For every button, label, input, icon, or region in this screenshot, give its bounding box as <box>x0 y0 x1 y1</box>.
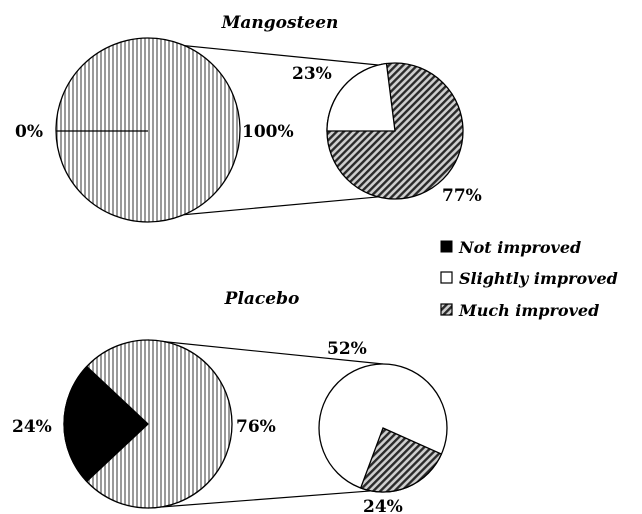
data-label: 76% <box>236 417 276 437</box>
chart-title: Mangosteen <box>221 13 339 33</box>
connector-line <box>147 41 389 67</box>
data-label: 0% <box>15 122 43 142</box>
connector-line <box>147 339 384 365</box>
legend-label: Much improved <box>458 301 599 320</box>
main-pie <box>55 37 241 223</box>
legend-label: Not improved <box>458 238 581 257</box>
pie-slice-much-improved <box>359 427 443 493</box>
breakdown-pie <box>326 62 464 200</box>
legend-swatch-not-improved <box>440 240 453 253</box>
main-pie <box>63 339 233 509</box>
data-label: 52% <box>327 339 367 359</box>
pie-slice-not-improved <box>63 365 149 483</box>
breakdown-pie <box>318 363 448 493</box>
data-label: 23% <box>292 64 332 84</box>
placebo-chart: Placebo 24% 76% 52% 24% <box>12 289 448 514</box>
legend-swatch-slightly-improved <box>440 271 453 284</box>
data-label: 24% <box>12 417 52 437</box>
data-label: 24% <box>363 497 403 514</box>
legend-label: Slightly improved <box>459 269 618 288</box>
legend: Not improved Slightly improved Much impr… <box>440 238 618 320</box>
connector-line <box>147 195 389 219</box>
data-label: 100% <box>242 122 294 142</box>
connector-line <box>147 489 384 509</box>
data-label: 77% <box>442 186 482 206</box>
chart-title: Placebo <box>224 289 300 309</box>
pie-slice-rest <box>55 37 241 223</box>
legend-swatch-much-improved <box>440 303 453 316</box>
pie-slice-slightly-improved <box>326 62 396 132</box>
mangosteen-chart: Mangosteen 0% 100% 23% 77% <box>15 13 482 223</box>
